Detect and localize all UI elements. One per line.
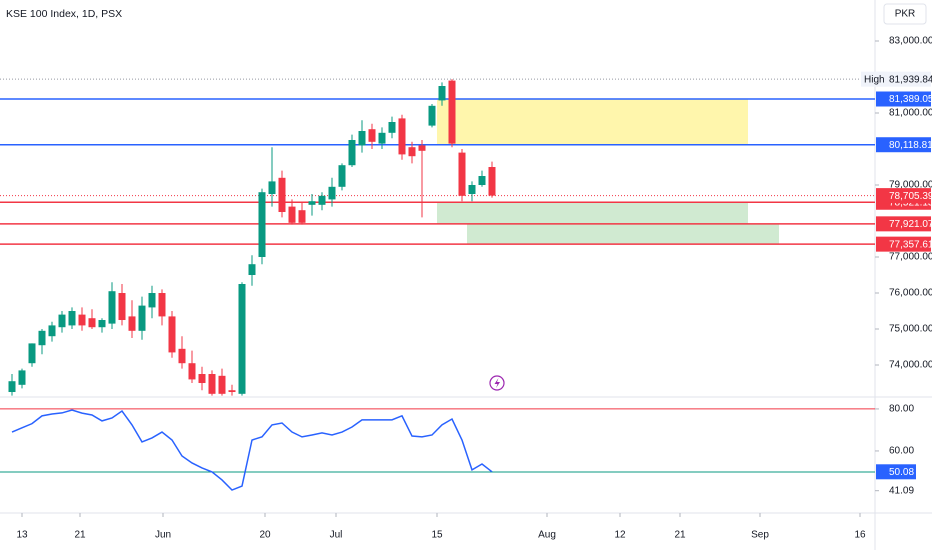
- x-tick-label: 21: [674, 530, 686, 541]
- zone: [467, 223, 779, 245]
- candle-body: [488, 167, 496, 196]
- rsi-tick-label: 60.00: [889, 446, 914, 457]
- x-tick-label: Jun: [155, 530, 171, 541]
- y-tick-label: 81,000.00: [889, 108, 932, 119]
- candle-body: [338, 165, 346, 187]
- level-badge: [876, 216, 931, 232]
- last-price-badge: [876, 188, 931, 204]
- y-tick-label: 75,000.00: [889, 324, 932, 335]
- y-tick-label: 77,000.00: [889, 252, 932, 263]
- level-badge: [876, 137, 931, 153]
- high-name-badge: [861, 71, 887, 87]
- x-tick-label: Sep: [751, 530, 769, 541]
- candle-body: [38, 330, 46, 346]
- candle-body: [8, 381, 16, 393]
- candle-body: [228, 390, 236, 393]
- candle-body: [58, 314, 66, 328]
- candle-body: [348, 140, 356, 166]
- zone: [437, 202, 748, 224]
- candle-body: [438, 86, 446, 101]
- candle-body: [158, 293, 166, 317]
- high-label: 81,939.84: [889, 74, 932, 85]
- candle-body: [448, 80, 456, 144]
- candle-body: [358, 131, 366, 146]
- y-tick-label: 76,000.00: [889, 288, 932, 299]
- candle-body: [388, 122, 396, 133]
- candle-body: [368, 129, 376, 142]
- candle-body: [48, 325, 56, 337]
- rsi-line: [11, 409, 493, 491]
- x-tick-label: Jul: [330, 530, 343, 541]
- chart-title: KSE 100 Index, 1D, PSX: [6, 8, 122, 20]
- candle-body: [268, 181, 276, 195]
- candle-body: [418, 145, 426, 151]
- candle-body: [318, 195, 326, 205]
- y-tick-label: 74,000.00: [889, 360, 932, 371]
- rsi-tick-label: 80.00: [889, 404, 914, 415]
- candle-body: [98, 320, 106, 328]
- x-tick-label: 21: [74, 530, 86, 541]
- high-badge: [876, 71, 931, 87]
- x-tick-label: 13: [16, 530, 28, 541]
- candle-body: [168, 316, 176, 353]
- rsi-last-badge: [876, 464, 916, 480]
- candle-body: [118, 293, 126, 321]
- candle-body: [238, 284, 246, 394]
- candle-body: [208, 374, 216, 394]
- candle-body: [328, 186, 336, 200]
- level-label: 81,389.05: [889, 94, 932, 105]
- candle-body: [198, 374, 206, 384]
- x-tick-label: Aug: [538, 530, 556, 541]
- high-name: High: [864, 74, 885, 85]
- level-badge: [876, 236, 931, 252]
- last-price-label: 78,705.39: [889, 191, 932, 202]
- candle-body: [18, 370, 26, 385]
- candle-body: [28, 343, 36, 364]
- rsi-last-label: 50.08: [889, 467, 914, 478]
- alert-icon[interactable]: [489, 375, 505, 391]
- candle-body: [248, 264, 256, 276]
- currency-box[interactable]: [883, 3, 927, 25]
- x-tick-label: 12: [614, 530, 626, 541]
- candle-body: [138, 305, 146, 331]
- x-tick-label: 20: [259, 530, 271, 541]
- x-tick-label: 16: [854, 530, 866, 541]
- candle-body: [398, 118, 406, 155]
- candle-body: [78, 314, 86, 326]
- candle-body: [88, 318, 96, 328]
- candle-body: [298, 210, 306, 223]
- candle-body: [428, 105, 436, 126]
- level-label: 80,118.81: [889, 140, 932, 151]
- candle-body: [378, 132, 386, 144]
- rsi-tick-label: 41.09: [889, 485, 914, 496]
- y-tick-label: 79,000.00: [889, 180, 932, 191]
- candle-body: [278, 177, 286, 213]
- candle-body: [218, 375, 226, 394]
- candle-body: [468, 185, 476, 195]
- x-tick-label: 15: [431, 530, 443, 541]
- candle-body: [288, 206, 296, 223]
- level-label: 77,921.07: [889, 219, 932, 230]
- level-badge: [876, 91, 931, 107]
- candle-body: [148, 293, 156, 308]
- candle-body: [178, 348, 186, 364]
- candle-body: [68, 311, 76, 326]
- candle-body: [128, 316, 136, 331]
- candle-body: [458, 152, 466, 196]
- level-label: 77,357.61: [889, 239, 932, 250]
- candle-body: [188, 363, 196, 380]
- candle-body: [108, 291, 116, 324]
- currency[interactable]: PKR: [895, 9, 916, 20]
- candle-body: [478, 176, 486, 186]
- candle-body: [308, 201, 316, 205]
- y-tick-label: 83,000.00: [889, 36, 932, 47]
- candle-body: [408, 147, 416, 157]
- candle-body: [258, 192, 266, 258]
- zone: [437, 99, 748, 145]
